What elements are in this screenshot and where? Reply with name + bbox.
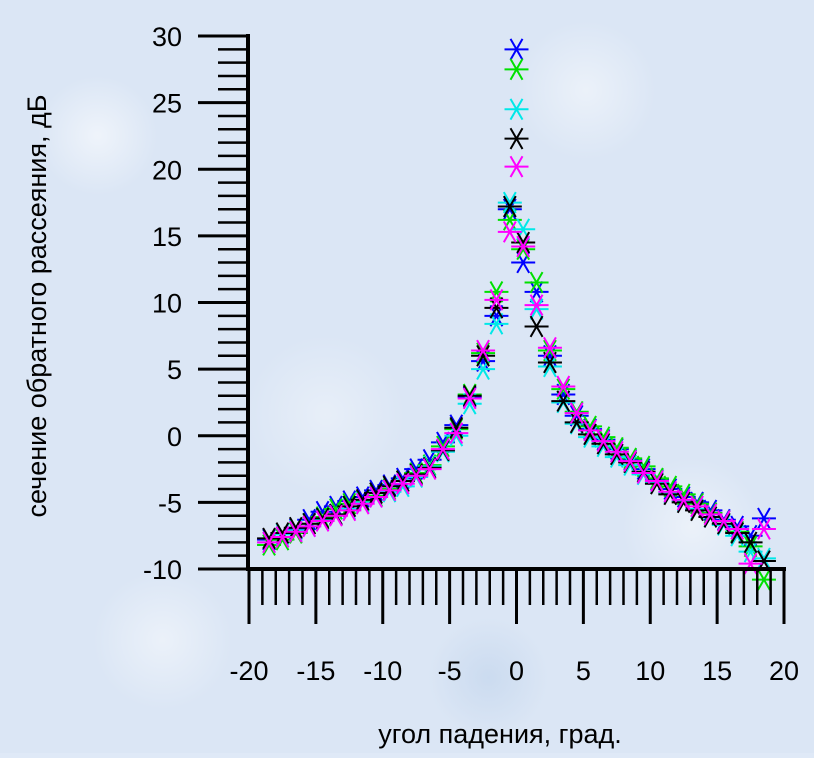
data-point: [310, 510, 335, 532]
data-point: [504, 155, 529, 178]
data-point: [484, 312, 509, 335]
data-point: [537, 355, 562, 378]
x-tick-label: -15: [296, 656, 335, 686]
y-tick-label: 30: [152, 22, 182, 52]
data-point: [564, 402, 589, 424]
y-axis-title: сечение обратного рассеяния, дБ: [22, 95, 52, 518]
data-point: [444, 422, 469, 444]
data-series: [257, 38, 776, 551]
y-tick-label: -5: [158, 488, 182, 518]
data-point: [511, 251, 536, 274]
x-tick-label: 20: [769, 656, 799, 686]
data-point: [497, 191, 522, 214]
y-axis-ticks: -10 -5 0 5 10 15 20 25 30: [143, 22, 248, 585]
data-point: [297, 515, 322, 538]
y-tick-label: 15: [152, 222, 182, 252]
data-series: [257, 98, 776, 570]
data-point: [537, 336, 562, 359]
data-point: [457, 384, 482, 407]
y-tick-label: 20: [152, 155, 182, 185]
data-point: [430, 438, 455, 460]
data-point: [504, 98, 529, 121]
data-series: [257, 155, 776, 575]
data-point: [524, 298, 549, 321]
data-point: [751, 518, 776, 540]
data-point: [511, 235, 536, 258]
data-point: [417, 458, 442, 480]
data-point: [484, 280, 509, 303]
x-tick-label: 0: [509, 656, 524, 686]
y-tick-label: -10: [143, 555, 182, 585]
y-tick-label: 25: [152, 89, 182, 119]
y-tick-label: 0: [167, 422, 182, 452]
data-point: [471, 342, 496, 365]
data-point: [504, 38, 529, 61]
data-point: [504, 127, 529, 150]
axes: -10 -5 0 5 10 15 20 25 30 -20 -15 -10 -5 0 5 10 15 20: [143, 22, 799, 686]
data-point: [497, 220, 522, 243]
x-tick-label: -5: [438, 656, 462, 686]
data-point: [725, 518, 750, 540]
data-point: [524, 280, 549, 303]
x-axis-ticks: -20 -15 -10 -5 0 5 10 15 20: [229, 569, 799, 686]
x-tick-label: 10: [635, 656, 665, 686]
x-tick-label: -10: [363, 656, 402, 686]
data-series: [257, 127, 776, 572]
data-point: [484, 304, 509, 327]
data-point: [751, 568, 776, 591]
data-point: [457, 387, 482, 410]
data-point: [524, 315, 549, 338]
data-point: [497, 195, 522, 218]
data-point: [524, 294, 549, 317]
data-point: [444, 424, 469, 447]
data-point: [257, 531, 282, 554]
data-point: [551, 375, 576, 398]
x-tick-label: -20: [229, 656, 268, 686]
data-point: [323, 504, 348, 527]
data-point: [471, 344, 496, 367]
x-tick-label: 5: [576, 656, 591, 686]
data-point: [524, 271, 549, 294]
x-tick-label: 15: [702, 656, 732, 686]
data-point: [283, 520, 308, 543]
data-point: [751, 547, 776, 570]
data-point: [471, 350, 496, 373]
data-point: [751, 507, 776, 530]
data-point: [471, 339, 496, 362]
data-point: [738, 531, 763, 554]
y-tick-label: 5: [167, 355, 182, 385]
data-point: [457, 392, 482, 415]
data-point: [504, 58, 529, 81]
x-axis-title: угол падения, град.: [378, 719, 622, 749]
y-tick-label: 10: [152, 289, 182, 319]
data-point: [444, 414, 469, 436]
data-point: [270, 526, 295, 548]
data-point: [618, 450, 643, 472]
data-point: [444, 416, 469, 439]
data-markers: [257, 38, 776, 591]
data-point: [257, 527, 282, 550]
data-point: [484, 296, 509, 319]
data-point: [484, 288, 509, 311]
